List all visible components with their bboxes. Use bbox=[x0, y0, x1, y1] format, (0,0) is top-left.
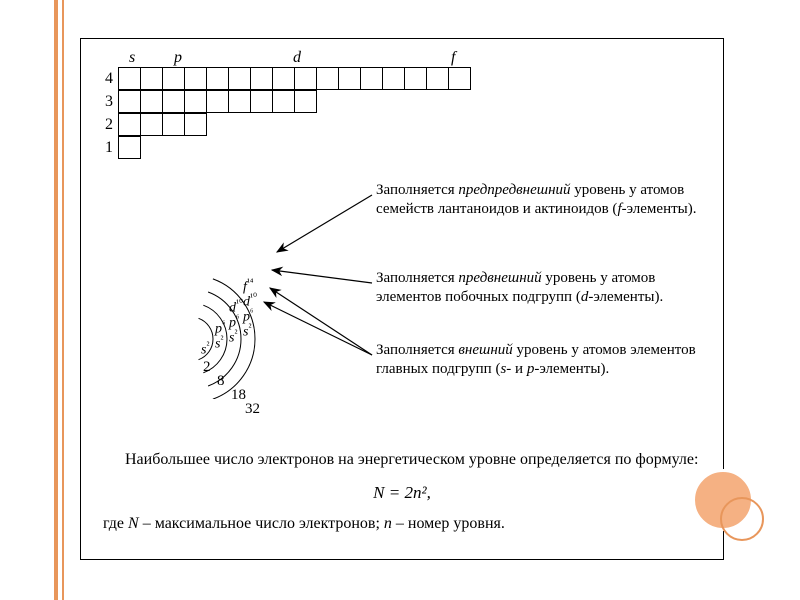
annotation-segment: Заполняется bbox=[376, 182, 458, 198]
annotation-segment: Заполняется bbox=[376, 270, 458, 286]
annotation-segment: предпредвнешний bbox=[458, 182, 570, 198]
shell-sublevel-label: s² bbox=[229, 328, 237, 347]
left-accent-bar-inner bbox=[62, 0, 64, 600]
annotation-segment: Заполняется bbox=[376, 342, 458, 358]
shell-electron-count: 18 bbox=[231, 387, 246, 404]
shell-electron-count: 2 bbox=[203, 359, 211, 376]
formula: N = 2n², bbox=[103, 483, 701, 503]
shell-sublevel-label: s² bbox=[201, 340, 209, 359]
annotation-segment: - и bbox=[506, 361, 527, 377]
shell-electron-count: 32 bbox=[245, 401, 260, 418]
annotation-segment: -элементы). bbox=[588, 289, 663, 305]
formula-text: N = 2n², bbox=[373, 483, 431, 502]
where-prefix: где bbox=[103, 515, 128, 532]
where-n: n bbox=[384, 515, 392, 532]
shell-electron-count: 8 bbox=[217, 373, 225, 390]
shell-sublevel-label: s² bbox=[243, 322, 251, 341]
annotation-segment: внешний bbox=[458, 342, 512, 358]
annotation-segment: предвнешний bbox=[458, 270, 541, 286]
where-N: N bbox=[128, 515, 139, 532]
annotation-segment: -элементы). bbox=[622, 201, 697, 217]
content-frame: spdf 4321 s²2p⁶s²8d¹⁰p⁶s²18f¹⁴d¹⁰p⁶s²32 … bbox=[80, 38, 724, 560]
paragraph-where: где N – максимальное число электронов; n… bbox=[103, 513, 701, 535]
left-accent-bar-outer bbox=[54, 0, 58, 600]
bottom-text-block: Наибольшее число электронов на энергетич… bbox=[103, 449, 701, 534]
annotation-segment: -элементы). bbox=[534, 361, 609, 377]
where-mid: – максимальное число электронов; bbox=[139, 515, 384, 532]
decor-ring-circle bbox=[720, 497, 764, 541]
annotation-d: Заполняется предвнешний уровень у атомов… bbox=[376, 269, 706, 307]
paragraph-intro: Наибольшее число электронов на энергетич… bbox=[103, 449, 701, 471]
shell-sublevel-label: s² bbox=[215, 334, 223, 353]
where-suffix: – номер уровня. bbox=[392, 515, 505, 532]
annotation-f: Заполняется предпредвнешний уровень у ат… bbox=[376, 181, 706, 219]
annotation-sp: Заполняется внешний уровень у атомов эле… bbox=[376, 341, 706, 379]
